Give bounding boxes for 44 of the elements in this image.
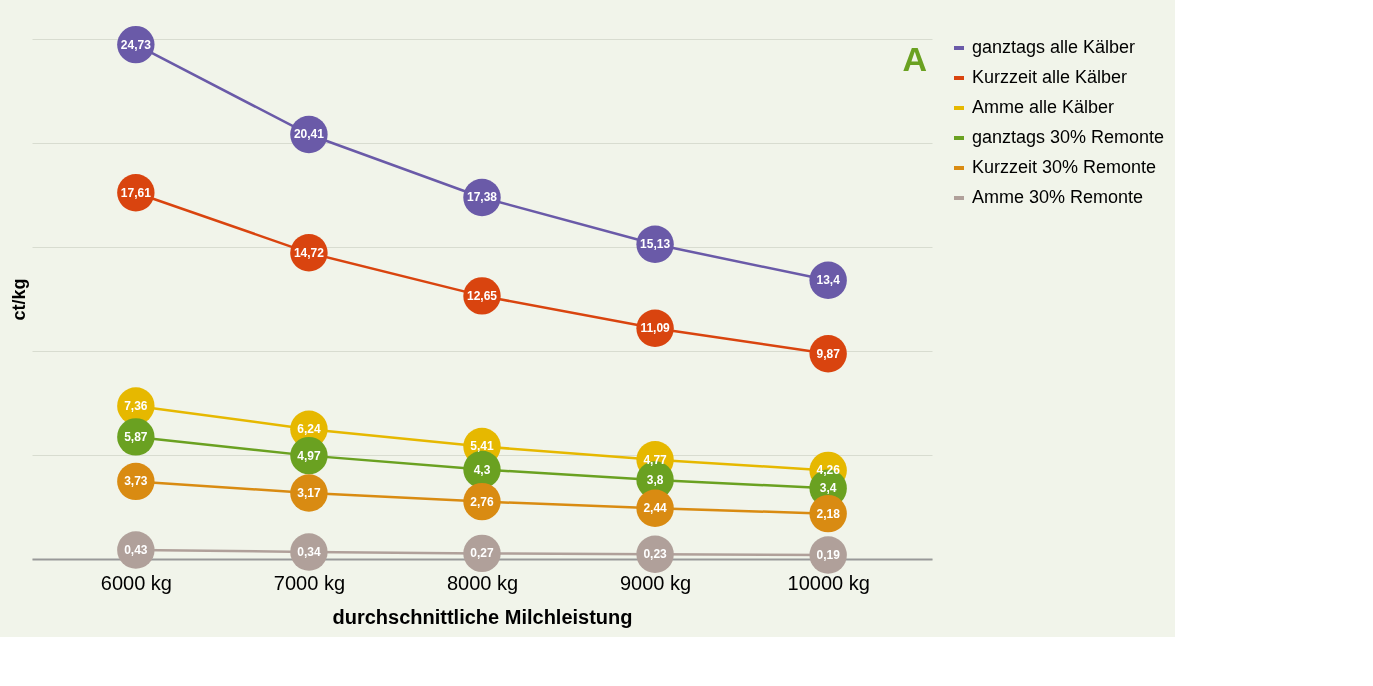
data-label: 3,8 (646, 472, 664, 487)
data-label: 0,27 (470, 546, 494, 561)
data-label: 11,09 (640, 321, 671, 336)
data-label: 6,24 (297, 422, 321, 437)
legend-label: ganztags alle Kälber (972, 37, 1136, 57)
legend-label: Amme alle Kälber (972, 97, 1115, 117)
data-label: 15,13 (640, 237, 671, 252)
annotation: A (902, 40, 927, 78)
data-label: 2,44 (643, 501, 668, 516)
x-tick-label: 7000 kg (273, 571, 346, 594)
data-label: 0,23 (643, 547, 668, 562)
legend-label: Kurzzeit alle Kälber (972, 67, 1128, 87)
legend-label: ganztags 30% Remonte (972, 127, 1165, 147)
x-axis-title: durchschnittliche Milchleistung (332, 605, 633, 628)
data-label: 4,77 (643, 452, 668, 467)
data-label: 3,73 (124, 474, 148, 489)
data-label: 0,43 (124, 543, 148, 558)
data-label: 20,41 (293, 127, 325, 142)
x-tick-label: 6000 kg (100, 571, 172, 594)
data-label: 2,18 (816, 506, 841, 521)
data-label: 12,65 (466, 288, 498, 303)
data-label: 14,72 (293, 245, 325, 260)
data-label: 5,41 (470, 439, 494, 454)
data-label: 13,4 (816, 273, 841, 288)
x-tick-label: 8000 kg (446, 571, 519, 594)
data-label: 24,73 (120, 37, 152, 52)
legend-label: Amme 30% Remonte (972, 187, 1144, 207)
data-label: 17,38 (466, 190, 498, 205)
data-label: 0,19 (816, 548, 841, 563)
data-label: 3,17 (297, 486, 321, 501)
data-label: 3,4 (819, 481, 837, 496)
data-label: 9,87 (816, 346, 841, 361)
data-label: 4,26 (816, 463, 841, 478)
data-label: 5,87 (124, 429, 148, 444)
data-label: 2,76 (470, 494, 494, 509)
data-label: 7,36 (124, 398, 148, 413)
y-axis-title: ct/kg (8, 278, 29, 321)
x-tick-label: 10000 kg (787, 571, 870, 594)
data-label: 0,34 (297, 544, 321, 559)
data-label: 4,97 (297, 448, 321, 463)
x-tick-label: 9000 kg (619, 571, 692, 594)
data-label: 4,3 (473, 462, 491, 477)
legend-label: Kurzzeit 30% Remonte (972, 157, 1157, 177)
data-label: 17,61 (120, 185, 152, 200)
